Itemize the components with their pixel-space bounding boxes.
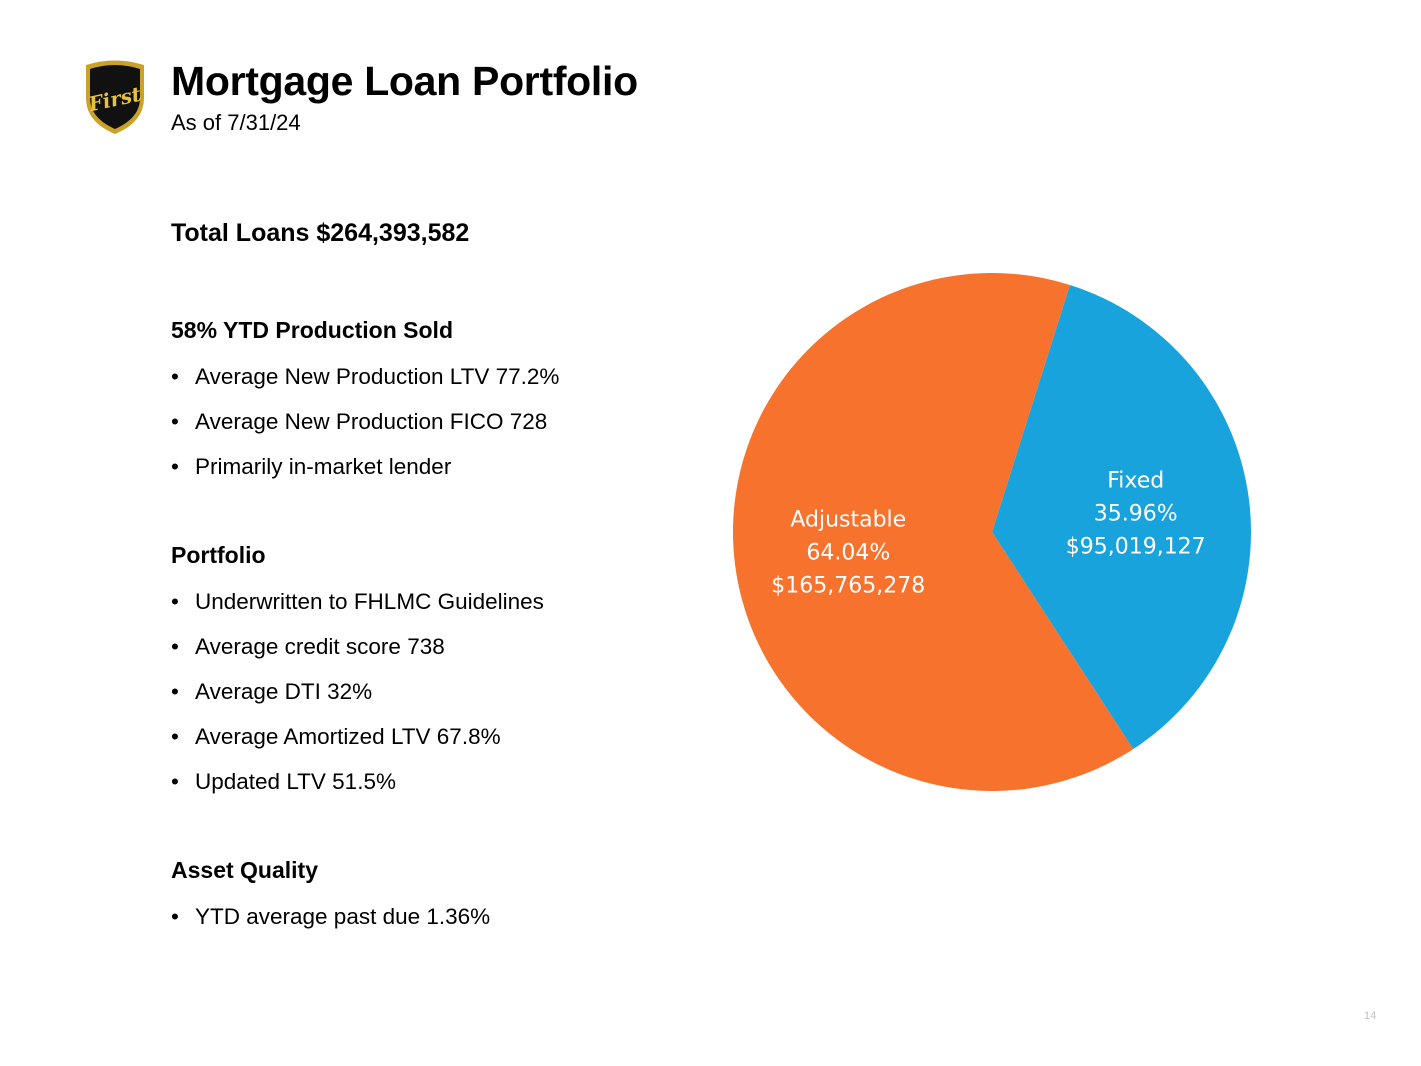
page-subtitle: As of 7/31/24 (171, 110, 301, 135)
pie-label-amount-label: $95,019,127 (1066, 534, 1206, 559)
list-item: Primarily in-market lender (171, 454, 559, 499)
loan-type-pie-chart: Fixed 35.96% $95,019,127 Adjustable 64.04% $1… (733, 273, 1251, 791)
list-item: Average New Production FICO 728 (171, 409, 559, 454)
section-heading-production: 58% YTD Production Sold (171, 317, 453, 343)
pie-label-percent-label: 35.96% (1094, 501, 1178, 526)
list-item: Updated LTV 51.5% (171, 769, 544, 814)
section-heading-portfolio: Portfolio (171, 542, 266, 568)
pie-label-label: Fixed (1107, 468, 1164, 493)
page-title: Mortgage Loan Portfolio (171, 58, 638, 104)
section-heading-asset-quality: Asset Quality (171, 857, 318, 883)
first-logo: First (85, 60, 144, 134)
list-item: Average DTI 32% (171, 679, 544, 724)
pie-slice-adjustable (733, 273, 1134, 791)
page-number: 14 (1364, 1010, 1377, 1022)
pie-slice-fixed (992, 284, 1251, 750)
pie-label-percent-label: 64.04% (806, 541, 890, 566)
pie-label-label: Adjustable (790, 508, 906, 533)
list-item: YTD average past due 1.36% (171, 904, 490, 949)
list-item: Average New Production LTV 77.2% (171, 364, 559, 409)
portfolio-list: Underwritten to FHLMC Guidelines Average… (171, 589, 544, 814)
list-item: Underwritten to FHLMC Guidelines (171, 589, 544, 634)
pie-label-amount-label: $165,765,278 (771, 574, 925, 599)
total-loans: Total Loans $264,393,582 (171, 219, 470, 247)
list-item: Average credit score 738 (171, 634, 544, 679)
list-item: Average Amortized LTV 67.8% (171, 724, 544, 769)
production-list: Average New Production LTV 77.2% Average… (171, 364, 559, 499)
asset-quality-list: YTD average past due 1.36% (171, 904, 490, 949)
